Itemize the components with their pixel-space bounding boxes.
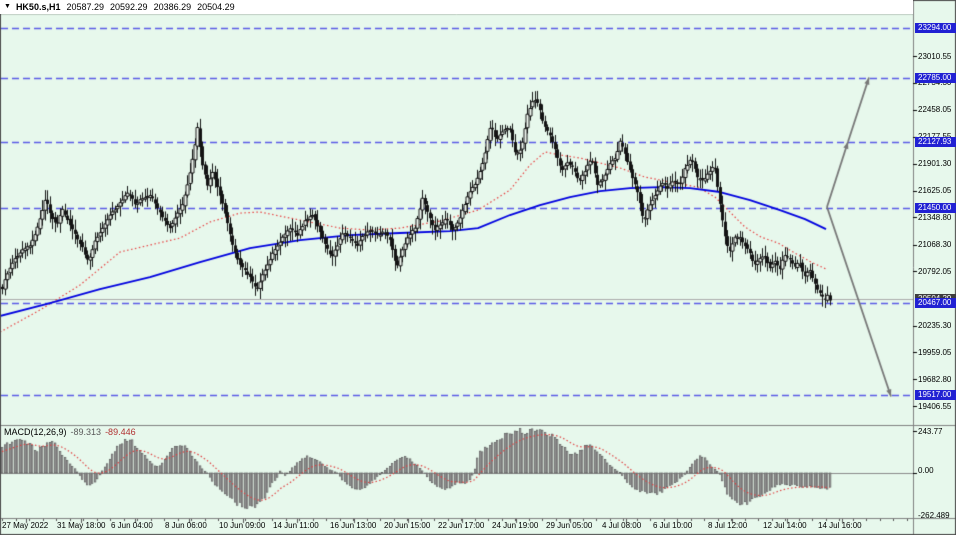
ohlc-high: 20592.29	[110, 2, 148, 12]
macd-axis-label: 243.77	[918, 427, 943, 436]
time-axis-label: 14 Jun 11:00	[273, 521, 319, 530]
time-axis-label: 22 Jun 17:00	[438, 521, 485, 530]
macd-signal-value: -89.446	[105, 427, 136, 437]
symbol-title: HK50.s,H1	[15, 2, 61, 12]
time-axis-label: 6 Jul 10:00	[653, 521, 693, 530]
time-axis-label: 6 Jun 04:00	[111, 521, 153, 530]
price-tick-label: 23010.55	[918, 51, 952, 61]
time-axis-label: 10 Jun 09:00	[219, 521, 266, 530]
price-tick-label: 21625.05	[918, 186, 952, 196]
time-axis-label: 20 Jun 15:00	[384, 521, 431, 530]
price-tick-label: 21068.30	[918, 240, 952, 250]
chart-header: ▼ HK50.s,H1 20587.29 20592.29 20386.29 2…	[0, 0, 913, 14]
macd-main-value: -89.313	[70, 427, 102, 437]
price-tick-label: 21901.30	[918, 159, 952, 169]
time-axis-label: 8 Jun 06:00	[165, 521, 207, 530]
time-axis-label: 8 Jul 12:00	[708, 521, 748, 530]
price-tick-label: 19406.55	[918, 401, 952, 411]
ohlc-low: 20386.29	[153, 2, 192, 12]
time-axis-label: 24 Jun 19:00	[492, 521, 539, 530]
time-axis-label: 14 Jul 16:00	[818, 521, 862, 530]
price-tick-label: 19959.05	[918, 347, 952, 357]
price-tick-label: 21348.80	[918, 212, 952, 222]
price-tick-label: 19682.80	[918, 374, 952, 384]
time-axis-label: 4 Jul 08:00	[602, 521, 642, 530]
symbol-dropdown-icon[interactable]: ▼	[4, 3, 11, 10]
macd-indicator-name: MACD(12,26,9)	[4, 427, 67, 437]
macd-axis-label: -262.489	[918, 511, 950, 520]
time-axis-label: 29 Jun 05:00	[546, 521, 593, 530]
price-level-badge: 19517.00	[915, 390, 956, 401]
time-axis-label: 12 Jul 14:00	[763, 521, 807, 530]
time-axis-label: 27 May 2022	[2, 521, 49, 530]
price-level-badge: 22785.00	[915, 72, 956, 83]
price-level-badge: 22127.93	[915, 136, 956, 147]
price-level-badge: 23294.00	[915, 23, 956, 34]
price-level-badge: 20467.00	[915, 298, 956, 309]
price-tick-label: 22458.05	[918, 105, 952, 115]
price-tick-label: 20792.05	[918, 266, 952, 276]
macd-axis-label: 0.00	[918, 466, 934, 475]
ohlc-open: 20587.29	[66, 2, 105, 12]
time-axis-label: 16 Jun 13:00	[330, 521, 377, 530]
price-tick-label: 20235.30	[918, 321, 952, 331]
ohlc-close: 20504.29	[197, 2, 235, 12]
macd-label: MACD(12,26,9) -89.313 -89.446	[4, 427, 140, 437]
time-axis-label: 31 May 18:00	[57, 521, 106, 530]
price-level-badge: 21450.00	[915, 202, 956, 213]
